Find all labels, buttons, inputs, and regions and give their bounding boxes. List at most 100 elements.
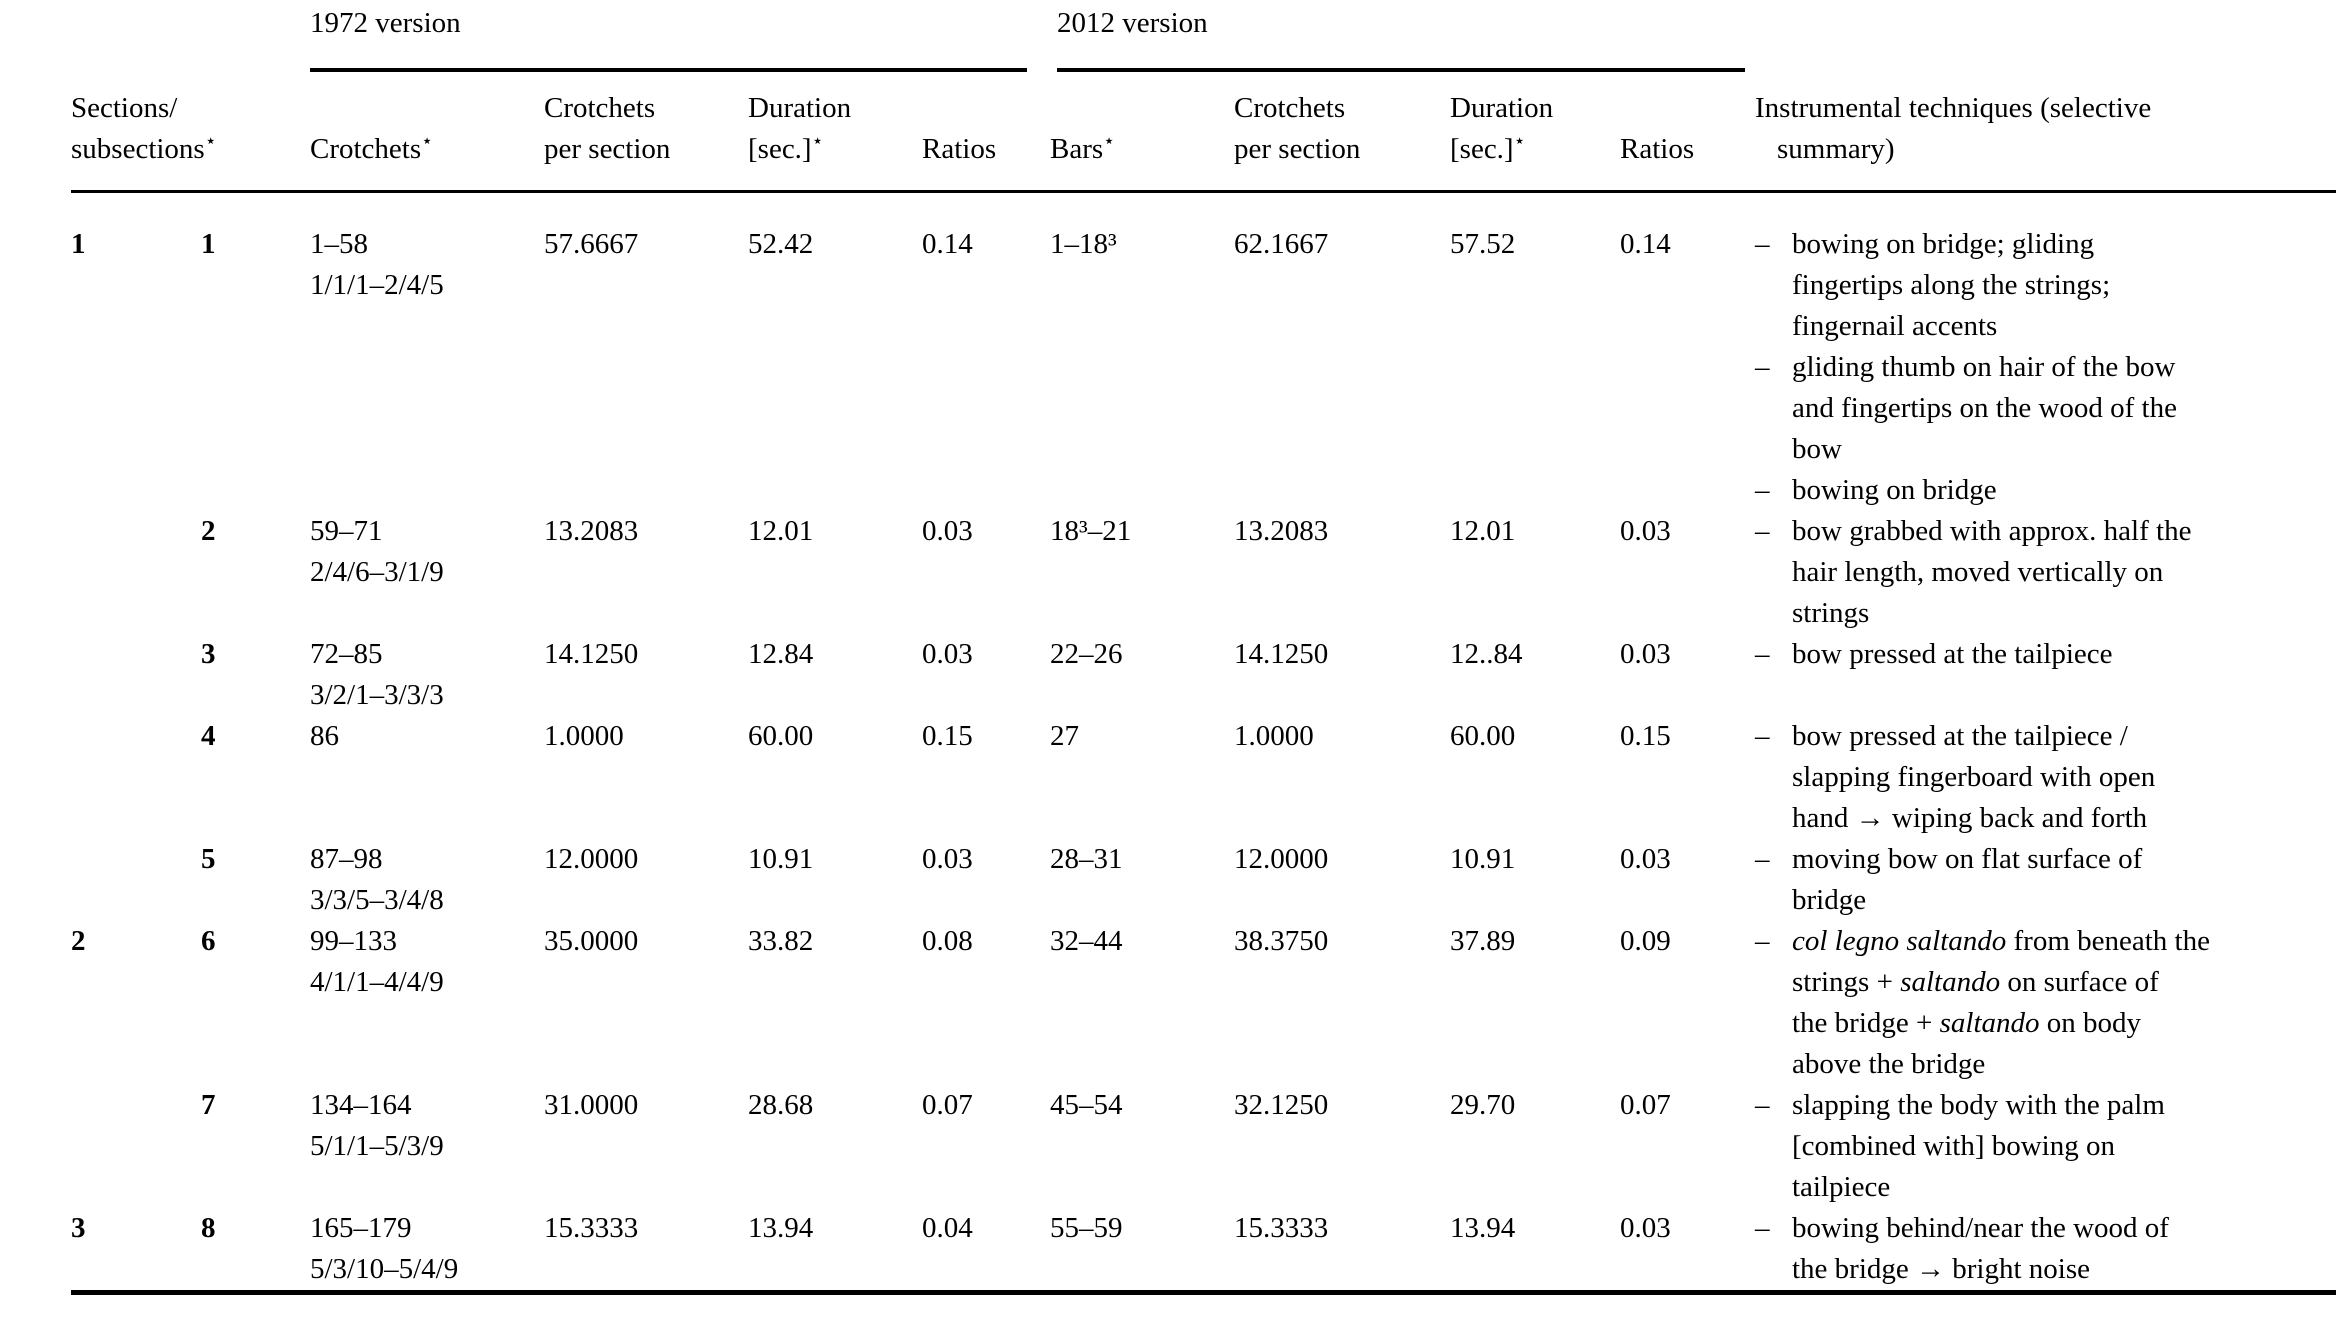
cell-crotchets-per-section-2012: 13.2083	[1234, 515, 1329, 547]
table-row: 7 134–164 5/1/1–5/3/9 31.0000 28.68 0.07 45–54…	[71, 1085, 2336, 1208]
column-header-row: Sections/subsections⋆ Crotchets⋆ Crotchets…	[71, 72, 2336, 193]
text-segment: bow pressed at the tailpiece	[1792, 638, 2113, 670]
text-segment: the bridge → bright noise	[1792, 1253, 2091, 1285]
cell-duration-1972: 33.82	[748, 925, 814, 957]
table-row: 3 72–85 3/2/1–3/3/3 14.1250 12.84 0.03 22–26 14…	[71, 634, 2336, 716]
header-line: Crotchets	[1234, 92, 1346, 124]
crotchets-line: 165–179	[310, 1212, 412, 1244]
cell-duration-2012: 37.89	[1450, 925, 1516, 957]
crotchets-line: 87–98	[310, 843, 383, 875]
italic-term: col legno saltando	[1792, 925, 2007, 957]
technique-line: – gliding thumb on hair of the bow	[1755, 347, 2328, 388]
column-header-ratios-2012: Ratios	[1620, 72, 1755, 193]
technique-line: – bowing on bridge	[1755, 470, 2328, 511]
technique-item: – gliding thumb on hair of the bow and fin…	[1755, 347, 2328, 470]
cell-crotchets-per-section-2012: 32.1250	[1234, 1089, 1329, 1121]
cell-instrumental-techniques: – col legno saltando from beneath the stri…	[1755, 921, 2336, 1085]
bullet-dash: –	[1755, 351, 1770, 383]
technique-line: fingernail accents	[1792, 306, 2328, 347]
cell-instrumental-techniques: – bow pressed at the tailpiece	[1755, 634, 2336, 716]
text-segment: bow grabbed with approx. half the	[1792, 515, 2192, 547]
text-segment: bowing on bridge	[1792, 474, 1997, 506]
cell-section-number	[71, 634, 195, 716]
cell-ratio-1972: 0.07	[922, 1089, 973, 1121]
italic-term: saltando	[1939, 1007, 2040, 1039]
cell-ratio-1972: 0.15	[922, 720, 973, 752]
cell-ratio-1972: 0.04	[922, 1212, 973, 1244]
cell-crotchets-per-section-1972: 13.2083	[544, 515, 639, 547]
technique-line: – bowing on bridge; gliding	[1755, 224, 2328, 265]
technique-item: – bow pressed at the tailpiece / slapping …	[1755, 716, 2328, 839]
column-header-techniques: Instrumental techniques (selective summar…	[1755, 72, 2336, 193]
text-segment: from beneath the	[2006, 925, 2210, 957]
technique-line: – bowing behind/near the wood of	[1755, 1208, 2328, 1249]
text-segment: the bridge +	[1792, 1007, 1940, 1039]
cell-duration-2012: 12.01	[1450, 515, 1516, 547]
bullet-dash: –	[1755, 638, 1770, 670]
cell-ratio-2012: 0.03	[1620, 1212, 1671, 1244]
cell-duration-1972: 10.91	[748, 843, 814, 875]
technique-item: – bow grabbed with approx. half the hair l…	[1755, 511, 2328, 634]
bullet-dash: –	[1755, 474, 1770, 506]
cell-section-number	[71, 1085, 195, 1208]
star-footnote-marker: ⋆	[1513, 131, 1526, 152]
cell-bars-2012: 1–18³	[1050, 228, 1117, 260]
bullet-dash: –	[1755, 843, 1770, 875]
column-header-bars-2012: Bars⋆	[1050, 72, 1234, 193]
cell-crotchets-per-section-2012: 1.0000	[1234, 720, 1314, 752]
cell-crotchets-range: 59–71 2/4/6–3/1/9	[310, 511, 544, 634]
cell-bars-2012: 32–44	[1050, 925, 1123, 957]
header-line: per section	[544, 133, 671, 165]
text-segment: fingernail accents	[1792, 310, 1998, 342]
cell-section-number: 1	[71, 228, 86, 260]
column-header-sections: Sections/subsections⋆	[71, 72, 310, 193]
text-segment: [combined with] bowing on	[1792, 1130, 2115, 1162]
cell-crotchets-per-section-2012: 62.1667	[1234, 228, 1329, 260]
cell-instrumental-techniques: – slapping the body with the palm [combine…	[1755, 1085, 2336, 1208]
technique-line: – moving bow on flat surface of	[1755, 839, 2328, 880]
technique-line: – bow pressed at the tailpiece /	[1755, 716, 2328, 757]
bullet-dash: –	[1755, 515, 1770, 547]
crotchets-line: 99–133	[310, 925, 397, 957]
text-segment: moving bow on flat surface of	[1792, 843, 2143, 875]
cell-ratio-1972: 0.03	[922, 515, 973, 547]
table-head: 1972 version 2012 version Sections/subsect…	[71, 0, 2336, 193]
technique-line: fingertips along the strings;	[1792, 265, 2328, 306]
technique-line: hand → wiping back and forth	[1792, 798, 2328, 839]
cell-duration-2012: 60.00	[1450, 720, 1516, 752]
cell-ratio-1972: 0.08	[922, 925, 973, 957]
cell-ratio-2012: 0.03	[1620, 515, 1671, 547]
column-header-duration-1972: Duration [sec.]⋆	[748, 72, 922, 193]
technique-line: the bridge + saltando on body	[1792, 1003, 2328, 1044]
header-line: Instrumental techniques (selective	[1755, 92, 2152, 124]
cell-subsection-number: 6	[201, 925, 216, 957]
text-segment: tailpiece	[1792, 1171, 1891, 1203]
cell-ratio-2012: 0.03	[1620, 843, 1671, 875]
cell-crotchets-per-section-2012: 15.3333	[1234, 1212, 1329, 1244]
text-segment: fingertips along the strings;	[1792, 269, 2111, 301]
crotchets-line: 134–164	[310, 1089, 412, 1121]
group-cell-v2012: 2012 version	[1050, 0, 1755, 72]
cell-instrumental-techniques: – bowing behind/near the wood of the bridg…	[1755, 1208, 2336, 1293]
cell-duration-1972: 52.42	[748, 228, 814, 260]
cell-crotchets-per-section-1972: 57.6667	[544, 228, 639, 260]
cell-section-number	[71, 511, 195, 634]
cell-crotchets-per-section-1972: 12.0000	[544, 843, 639, 875]
technique-item: – bowing on bridge	[1755, 470, 2328, 511]
text-segment: bow pressed at the tailpiece /	[1792, 720, 2128, 752]
column-header-ratios-1972: Ratios	[922, 72, 1050, 193]
cell-duration-1972: 28.68	[748, 1089, 814, 1121]
technique-line: and fingertips on the wood of the	[1792, 388, 2328, 429]
technique-line: – bow grabbed with approx. half the	[1755, 511, 2328, 552]
cell-crotchets-range: 86	[310, 716, 544, 839]
technique-line: the bridge → bright noise	[1792, 1249, 2328, 1290]
text-segment: bow	[1792, 433, 1842, 465]
bullet-dash: –	[1755, 1212, 1770, 1244]
cell-ratio-1972: 0.03	[922, 638, 973, 670]
technique-line: slapping fingerboard with open	[1792, 757, 2328, 798]
cell-crotchets-range: 87–98 3/3/5–3/4/8	[310, 839, 544, 921]
group-rule-v1972: 1972 version	[310, 0, 1027, 72]
group-spacer-left	[71, 0, 310, 72]
bullet-dash: –	[1755, 720, 1770, 752]
text-segment: bowing on bridge; gliding	[1792, 228, 2095, 260]
